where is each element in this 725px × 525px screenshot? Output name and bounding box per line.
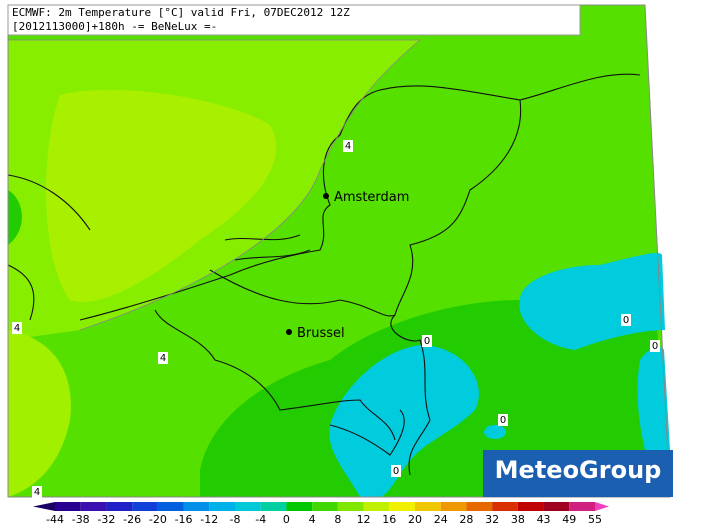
isotherm xyxy=(8,39,422,331)
legend-label: -16 xyxy=(175,513,193,525)
city-label: Brussel xyxy=(297,326,345,341)
border-nl-be xyxy=(209,269,396,317)
border-be-fr xyxy=(154,309,396,441)
region-cyan-e xyxy=(637,347,670,450)
legend-label: -4 xyxy=(255,513,266,525)
legend-swatch xyxy=(363,502,390,511)
legend-swatch xyxy=(492,502,518,511)
legend-swatch xyxy=(286,502,313,511)
legend-label: 8 xyxy=(334,513,341,525)
region-green-w xyxy=(8,190,22,245)
legend-swatch xyxy=(260,502,287,511)
legend-label: -12 xyxy=(200,513,218,525)
region-yellow-green xyxy=(46,89,277,302)
delta xyxy=(224,234,311,261)
contour-label: 4 xyxy=(160,353,166,364)
legend-label: -38 xyxy=(72,513,90,525)
legend-label: -32 xyxy=(97,513,115,525)
legend-arrow xyxy=(595,502,609,511)
contour-label: 0 xyxy=(652,341,658,352)
legend-label: 12 xyxy=(357,513,371,525)
legend-label: 28 xyxy=(459,513,473,525)
legend-swatch xyxy=(80,502,107,511)
legend: -44 -38 -32 -26 -20 -16 -12 -8 -4 0 4 8 12 16 20 24 28 32… xyxy=(33,502,609,525)
legend-label: 43 xyxy=(537,513,551,525)
contour-label-box xyxy=(32,486,42,498)
legend-label: -44 xyxy=(46,513,64,525)
contour-label-box xyxy=(422,335,432,347)
coastline xyxy=(79,73,641,321)
legend-label: -20 xyxy=(149,513,167,525)
contour-label-box xyxy=(12,322,22,334)
legend-swatch xyxy=(312,502,338,511)
legend-label: 4 xyxy=(309,513,316,525)
border-lux xyxy=(329,409,405,456)
legend-label: 32 xyxy=(485,513,499,525)
legend-label: 55 xyxy=(588,513,602,525)
legend-swatch xyxy=(132,502,158,511)
legend-label: 24 xyxy=(434,513,448,525)
contour-label: 0 xyxy=(500,415,506,426)
contour-labels: 4 4 4 4 0 0 0 0 0 xyxy=(12,140,660,498)
legend-label: 49 xyxy=(562,513,576,525)
contour-label: 4 xyxy=(14,323,20,334)
legend-label: 20 xyxy=(408,513,422,525)
contour-label-box xyxy=(498,414,508,426)
contour-label-box xyxy=(621,314,631,326)
legend-swatch xyxy=(569,502,595,511)
legend-swatch xyxy=(415,502,441,511)
contour-label: 4 xyxy=(34,487,40,498)
legend-arrow xyxy=(33,502,55,511)
contour-label: 0 xyxy=(393,466,399,477)
contour-label: 4 xyxy=(345,141,351,152)
region-cyan-small xyxy=(484,425,506,439)
contour-label: 0 xyxy=(623,315,629,326)
contour-label-box xyxy=(650,340,660,352)
border-nl-de xyxy=(390,99,522,476)
header-box xyxy=(7,4,581,36)
header-line: [2012113000]+180h -= BeNeLux =- xyxy=(12,20,217,33)
contour-label-box xyxy=(343,140,353,152)
legend-label: 0 xyxy=(283,513,290,525)
legend-swatch xyxy=(337,502,364,511)
legend-swatch xyxy=(55,502,81,511)
legend-swatch xyxy=(517,502,544,511)
contour-label-box xyxy=(391,465,401,477)
logo-box xyxy=(483,450,673,497)
legend-swatch xyxy=(235,502,261,511)
legend-swatch xyxy=(440,502,467,511)
legend-swatch xyxy=(209,502,235,511)
legend-swatch xyxy=(389,502,415,511)
legend-label: -26 xyxy=(123,513,141,525)
region-yellow-green-sw xyxy=(8,330,71,497)
legend-swatch xyxy=(543,502,570,511)
contour-label: 0 xyxy=(424,336,430,347)
contour-label-box xyxy=(158,352,168,364)
city-dot xyxy=(286,329,292,335)
legend-swatch xyxy=(106,502,133,511)
logo: MeteoGroup xyxy=(495,456,662,484)
legend-swatch xyxy=(183,502,210,511)
city-dot xyxy=(323,193,329,199)
legend-label: 16 xyxy=(382,513,396,525)
legend-swatch xyxy=(466,502,493,511)
header-line: ECMWF: 2m Temperature [°C] valid Fri, 07… xyxy=(12,6,350,19)
legend-swatch xyxy=(157,502,184,511)
map: Amsterdam Brussel xyxy=(7,4,671,498)
legend-label: 38 xyxy=(511,513,525,525)
city-label: Amsterdam xyxy=(334,190,409,205)
coastline-uk xyxy=(7,174,91,321)
legend-label: -8 xyxy=(230,513,241,525)
